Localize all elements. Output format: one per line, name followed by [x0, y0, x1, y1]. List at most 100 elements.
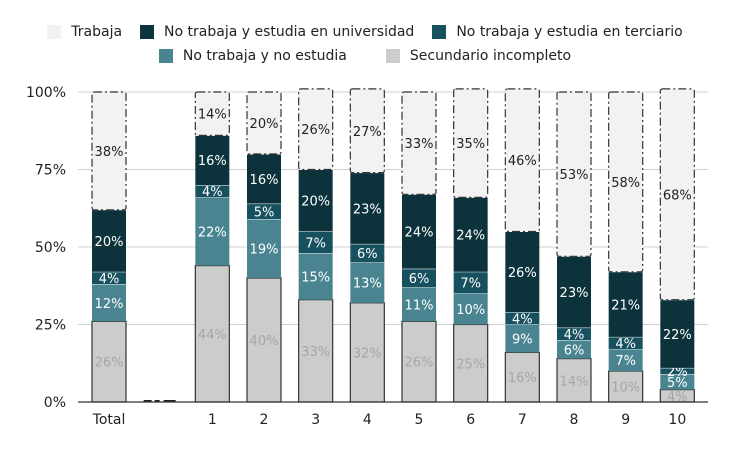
legend-item-universidad: No trabaja y estudia en universidad	[140, 24, 414, 40]
data-label: 4%	[99, 272, 120, 287]
y-tick-label: 25%	[35, 318, 66, 334]
x-tick-label: 1	[208, 412, 217, 428]
data-label: 14%	[560, 374, 589, 389]
y-tick-label: 100%	[26, 85, 66, 101]
x-tick-label: 7	[518, 412, 527, 428]
bar-stack: 44% 22% 4% 16% 14%	[194, 91, 230, 403]
data-label: 23%	[353, 202, 382, 217]
bar-segment	[349, 302, 385, 403]
data-label: 10%	[456, 303, 485, 318]
data-label: 26%	[301, 123, 330, 138]
data-label: 14%	[198, 108, 227, 123]
empty-bar-mark	[143, 400, 152, 402]
bar-segment	[660, 299, 695, 368]
data-label: 2%	[667, 365, 688, 380]
data-label: 33%	[405, 137, 434, 152]
bar-stack: 14% 6%4% 23% 53%	[556, 91, 592, 403]
bar-segment	[660, 367, 695, 375]
data-label: 5%	[667, 376, 688, 391]
data-label: 20%	[301, 195, 330, 210]
x-tick-label: 4	[363, 412, 372, 428]
x-tick-label: 8	[570, 412, 579, 428]
bar-segment	[194, 265, 230, 403]
data-label: 10%	[611, 381, 640, 396]
data-label: 16%	[250, 173, 279, 188]
bar-segment	[194, 91, 230, 137]
y-tick-label: 0%	[44, 395, 66, 411]
bar-segment	[505, 312, 540, 325]
legend-label: Secundario incompleto	[409, 48, 572, 64]
bar-segment	[557, 340, 591, 359]
bar-segment	[556, 91, 592, 257]
bar-stack	[143, 400, 176, 402]
bar-segment	[556, 358, 592, 403]
bar-segment	[660, 374, 695, 390]
bar-segment	[195, 197, 230, 266]
bar-segment	[402, 287, 436, 322]
data-label: 24%	[405, 226, 434, 241]
bar-segment	[608, 336, 643, 350]
data-label: 24%	[456, 229, 485, 244]
data-label: 44%	[198, 328, 227, 343]
chart-legend: Trabaja No trabaja y estudia en universi…	[0, 20, 730, 68]
data-label: 15%	[301, 270, 330, 285]
data-label: 4%	[667, 390, 688, 405]
bar-segment	[195, 185, 230, 198]
data-label: 35%	[456, 137, 485, 152]
bar-stack: 26% 12% 4% 20% 38%	[91, 91, 127, 403]
bar-stack: 16% 9% 4% 26% 46%	[504, 88, 540, 403]
bar-segment	[247, 203, 281, 220]
data-label: 33%	[301, 345, 330, 360]
bar-stack: 26% 11% 6% 24% 33%	[401, 91, 437, 403]
x-tick-label: 10	[668, 412, 686, 428]
data-label: 53%	[560, 168, 589, 183]
bar-segment	[453, 197, 488, 272]
legend-swatch	[385, 49, 400, 63]
bar-stack: 25% 10% 7% 24% 35%	[453, 88, 489, 403]
data-label: 22%	[663, 328, 692, 343]
data-label: 16%	[198, 154, 227, 169]
legend-item-trabaja: Trabaja	[47, 24, 122, 40]
bar-segment	[453, 323, 489, 403]
legend-swatch	[432, 25, 447, 39]
bar-segment	[246, 277, 282, 403]
data-label: 26%	[95, 356, 124, 371]
bar-segment	[247, 219, 281, 278]
data-label: 6%	[564, 343, 585, 358]
data-label: 38%	[95, 145, 124, 160]
data-label: 4%	[615, 337, 636, 352]
bar-segment	[247, 154, 281, 204]
bar-segment	[92, 209, 126, 272]
bar-segment	[557, 256, 591, 328]
data-label: 22%	[198, 226, 227, 241]
data-label: 7%	[615, 354, 636, 369]
bar-segment	[659, 88, 695, 301]
data-label: 25%	[456, 357, 485, 372]
y-tick-label: 75%	[35, 163, 66, 179]
bar-stack: 33% 15% 7% 20% 26%	[298, 88, 334, 403]
data-label: 20%	[95, 235, 124, 250]
data-label: 12%	[95, 297, 124, 312]
bar-segment	[91, 91, 127, 211]
bar-stack: 4%5%2% 22% 68%	[659, 88, 695, 405]
legend-label: No trabaja y no estudia	[182, 48, 347, 64]
bar-segment	[298, 231, 333, 254]
bar-segment	[298, 88, 334, 171]
bar-segment	[92, 271, 126, 285]
data-label: 11%	[405, 298, 434, 313]
gridlines	[78, 91, 708, 325]
data-label: 20%	[250, 117, 279, 132]
data-label: 5%	[254, 205, 275, 220]
data-label: 58%	[611, 176, 640, 191]
x-tick-label: 3	[311, 412, 320, 428]
legend-row-2: No trabaja y no estudia Secundario incom…	[0, 44, 730, 68]
legend-item-no-trabaja-no-estudia: No trabaja y no estudia	[158, 48, 347, 64]
data-label: 6%	[357, 247, 378, 262]
empty-bar-mark	[163, 400, 176, 402]
data-label: 21%	[611, 298, 640, 313]
bar-segment	[504, 88, 540, 233]
data-label: 4%	[564, 328, 585, 343]
bar-segment	[505, 231, 540, 313]
legend-item-terciario: No trabaja y estudia en terciario	[432, 24, 683, 40]
data-label: 68%	[663, 188, 692, 203]
